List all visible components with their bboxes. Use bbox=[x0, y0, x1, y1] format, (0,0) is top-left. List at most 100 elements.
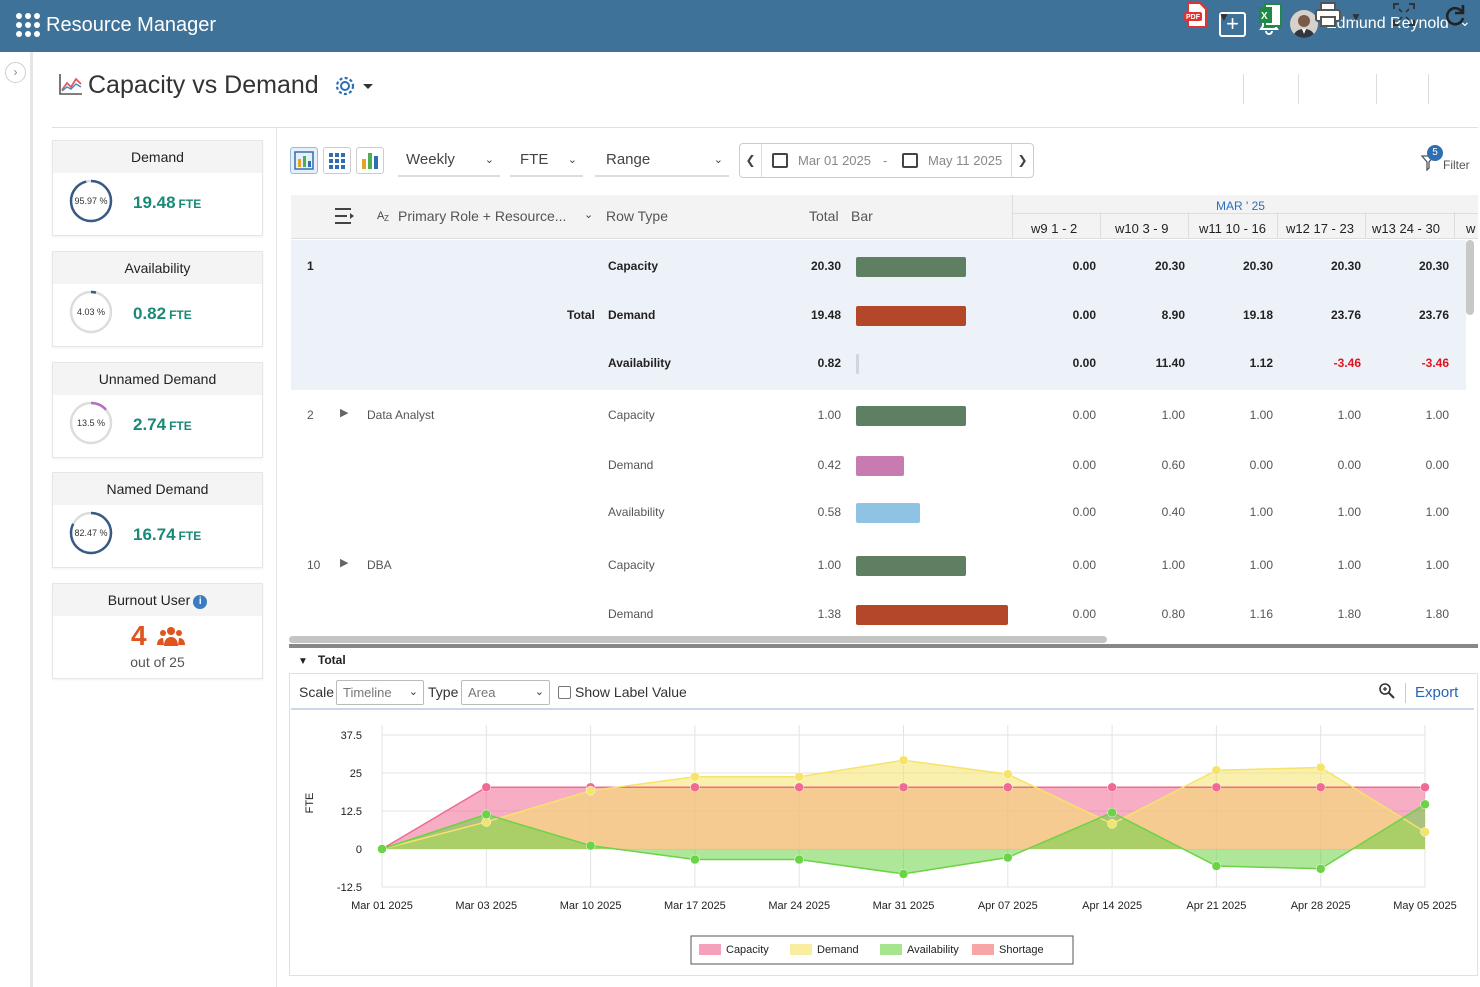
scale-chevron-icon: ⌄ bbox=[408, 686, 418, 698]
named-demand-value: 16.74 FTE bbox=[133, 525, 202, 544]
add-icon[interactable]: + bbox=[1219, 12, 1246, 37]
vertical-scrollbar[interactable] bbox=[1466, 240, 1474, 315]
excel-export-icon[interactable]: X bbox=[1257, 0, 1283, 34]
fullscreen-icon[interactable] bbox=[1391, 0, 1417, 34]
line-chart-icon bbox=[58, 72, 84, 96]
row-week-value: 1.80 bbox=[1425, 607, 1449, 621]
unit-select[interactable]: FTE ⌄ bbox=[510, 146, 583, 177]
scale-select[interactable]: Timeline ⌄ bbox=[336, 680, 424, 705]
svg-text:PDF: PDF bbox=[1186, 14, 1201, 21]
date-range-picker[interactable]: ❮ Mar 01 2025 - May 11 2025 ❯ bbox=[739, 143, 1034, 178]
column-divider bbox=[1365, 212, 1366, 239]
zoom-icon[interactable] bbox=[1378, 682, 1396, 705]
user-menu-chevron-icon[interactable]: ⌄ bbox=[1459, 13, 1471, 29]
toolbar-divider bbox=[1298, 74, 1299, 104]
panel-divider bbox=[276, 128, 277, 987]
data-point-availability bbox=[1003, 852, 1013, 863]
print-dropdown-chevron-icon[interactable]: ▼ bbox=[1350, 10, 1362, 24]
legend-swatch bbox=[790, 944, 812, 955]
row-week-value: 1.00 bbox=[1337, 408, 1361, 422]
period-chevron-icon: ⌄ bbox=[484, 154, 494, 166]
x-tick-label: Apr 28 2025 bbox=[1291, 900, 1351, 912]
row-type-cell: Availability bbox=[608, 356, 671, 370]
pdf-export-icon[interactable]: PDF bbox=[1182, 0, 1210, 34]
app-title[interactable]: Resource Manager bbox=[46, 14, 217, 36]
print-icon[interactable] bbox=[1313, 0, 1343, 34]
chart-type-chevron-icon: ⌄ bbox=[534, 686, 544, 698]
column-divider bbox=[1277, 212, 1278, 239]
period-select[interactable]: Weekly ⌄ bbox=[398, 146, 500, 177]
x-tick-label: Apr 21 2025 bbox=[1186, 900, 1246, 912]
apps-grid-icon[interactable] bbox=[16, 13, 40, 37]
week-header-12[interactable]: w12 17 - 23 bbox=[1286, 221, 1354, 236]
info-icon[interactable]: i bbox=[193, 595, 208, 609]
data-point-capacity bbox=[1315, 782, 1326, 793]
row-week-value: 1.00 bbox=[1337, 505, 1361, 519]
data-point-capacity bbox=[794, 782, 804, 793]
filter-button[interactable]: 5 Filter bbox=[1421, 145, 1473, 175]
data-point-availability bbox=[377, 844, 387, 854]
row-group-label: Total bbox=[567, 308, 595, 322]
row-type-cell: Demand bbox=[608, 308, 656, 322]
data-point-demand bbox=[1420, 827, 1430, 837]
date-to[interactable]: May 11 2025 bbox=[928, 153, 1003, 168]
row-week-value: 0.60 bbox=[1161, 458, 1185, 472]
data-point-availability bbox=[794, 854, 804, 865]
sidebar-expand-icon[interactable]: › bbox=[5, 62, 26, 83]
y-axis-label: FTE bbox=[304, 793, 316, 814]
row-number: 10 bbox=[307, 558, 321, 572]
total-section-toggle[interactable]: ▼ Total bbox=[298, 653, 346, 667]
refresh-icon[interactable] bbox=[1443, 0, 1467, 34]
total-header[interactable]: Total bbox=[809, 208, 839, 224]
split-view-icon[interactable] bbox=[290, 147, 318, 174]
range-chevron-icon: ⌄ bbox=[713, 154, 723, 166]
data-point-availability bbox=[1107, 807, 1117, 818]
calendar-icon[interactable] bbox=[772, 153, 788, 168]
pdf-dropdown-chevron-icon[interactable]: ▼ bbox=[1218, 10, 1230, 24]
legend-label: Shortage bbox=[999, 944, 1044, 956]
column-settings-icon bbox=[335, 208, 354, 224]
column-divider bbox=[1100, 212, 1101, 239]
show-label-text[interactable]: Show Label Value bbox=[575, 684, 687, 700]
group-by-select[interactable]: Primary Role + Resource... bbox=[398, 208, 567, 224]
chart-toolbar: Scale Timeline ⌄ Type Area ⌄ Show Label Va… bbox=[291, 680, 1474, 710]
row-type-header[interactable]: Row Type bbox=[606, 208, 668, 224]
week-header-14[interactable]: w bbox=[1466, 221, 1476, 236]
week-header-13[interactable]: w13 24 - 30 bbox=[1372, 221, 1440, 236]
week-header-9[interactable]: w9 1 - 2 bbox=[1031, 221, 1078, 236]
row-total-cell: 1.00 bbox=[817, 408, 841, 422]
burnout-user-header: Burnout User i bbox=[53, 584, 262, 616]
calendar-icon[interactable] bbox=[902, 153, 918, 168]
unnamed-demand-label: Unnamed Demand bbox=[53, 363, 262, 395]
group-by-chevron-icon[interactable]: ⌄ bbox=[584, 209, 594, 221]
data-point-demand bbox=[690, 772, 700, 782]
users-group-icon bbox=[157, 627, 185, 646]
chart-panel bbox=[289, 673, 1478, 976]
expand-row-icon[interactable]: ▶ bbox=[340, 407, 349, 419]
grid-view-icon[interactable] bbox=[323, 147, 351, 174]
page-title: Capacity vs Demand bbox=[88, 71, 319, 99]
avatar[interactable] bbox=[1290, 10, 1318, 38]
collapse-triangle-icon[interactable]: ▼ bbox=[298, 656, 308, 667]
week-header-10[interactable]: w10 3 - 9 bbox=[1115, 221, 1169, 236]
week-header-11[interactable]: w11 10 - 16 bbox=[1199, 221, 1266, 236]
row-week-value: 1.80 bbox=[1337, 607, 1361, 621]
expand-row-icon[interactable]: ▶ bbox=[340, 557, 349, 569]
settings-gear-icon[interactable] bbox=[334, 74, 374, 98]
horizontal-scrollbar[interactable] bbox=[289, 636, 1107, 643]
named-demand-percent: 82.47 % bbox=[74, 528, 107, 538]
range-select[interactable]: Range ⌄ bbox=[595, 146, 729, 177]
export-link[interactable]: Export bbox=[1415, 684, 1459, 701]
row-number: 1 bbox=[307, 259, 314, 273]
user-name[interactable]: Edmund Reynold bbox=[1326, 15, 1449, 32]
bar-header[interactable]: Bar bbox=[851, 208, 873, 224]
row-total-bar bbox=[856, 456, 904, 476]
data-point-capacity bbox=[898, 782, 909, 793]
date-from[interactable]: Mar 01 2025 bbox=[798, 153, 871, 168]
chart-view-icon[interactable] bbox=[356, 147, 384, 174]
chart-type-select[interactable]: Area ⌄ bbox=[461, 680, 550, 705]
x-tick-label: Mar 10 2025 bbox=[560, 900, 622, 912]
next-period-icon[interactable]: ❯ bbox=[1011, 144, 1033, 177]
show-label-checkbox[interactable] bbox=[558, 686, 571, 699]
previous-period-icon[interactable]: ❮ bbox=[740, 144, 762, 177]
